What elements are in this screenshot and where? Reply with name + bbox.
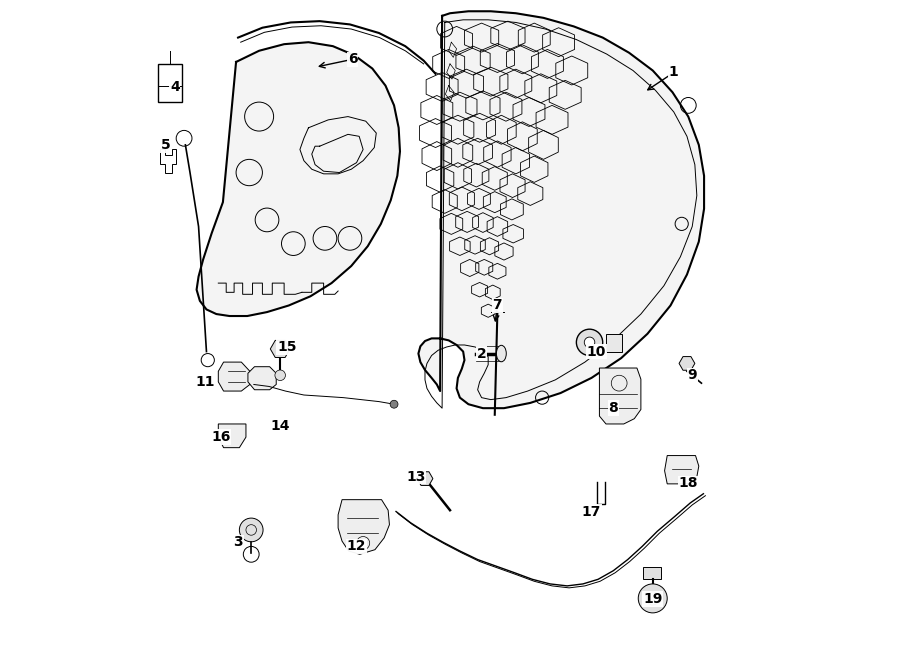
Text: 13: 13 xyxy=(406,469,426,484)
Text: 7: 7 xyxy=(492,299,502,313)
Polygon shape xyxy=(219,424,246,447)
Circle shape xyxy=(274,370,285,381)
Text: 11: 11 xyxy=(195,375,215,389)
Text: 18: 18 xyxy=(679,476,698,490)
Polygon shape xyxy=(664,455,698,484)
Text: 16: 16 xyxy=(212,430,230,444)
Circle shape xyxy=(239,518,263,542)
Polygon shape xyxy=(417,472,433,485)
Text: 1: 1 xyxy=(669,65,679,79)
Text: 15: 15 xyxy=(277,340,296,354)
Polygon shape xyxy=(418,11,704,408)
Bar xyxy=(606,334,623,352)
Polygon shape xyxy=(196,42,400,316)
Text: 6: 6 xyxy=(347,52,357,66)
Polygon shape xyxy=(248,367,276,390)
Ellipse shape xyxy=(497,345,507,362)
Polygon shape xyxy=(270,340,290,358)
Bar xyxy=(158,64,182,102)
Text: 5: 5 xyxy=(161,138,170,152)
Text: 19: 19 xyxy=(643,592,662,606)
Circle shape xyxy=(576,329,603,356)
Text: 8: 8 xyxy=(608,401,618,415)
Polygon shape xyxy=(338,500,390,555)
Polygon shape xyxy=(680,356,695,370)
Circle shape xyxy=(584,337,595,348)
Bar xyxy=(643,566,662,578)
Text: 10: 10 xyxy=(587,344,606,358)
Polygon shape xyxy=(219,362,250,391)
Text: 2: 2 xyxy=(477,346,487,360)
Text: 3: 3 xyxy=(233,535,243,549)
Text: 4: 4 xyxy=(170,80,180,94)
Text: 12: 12 xyxy=(346,539,366,553)
Polygon shape xyxy=(599,368,641,424)
Circle shape xyxy=(638,584,667,613)
Text: 17: 17 xyxy=(581,504,601,518)
Circle shape xyxy=(390,401,398,408)
Text: 14: 14 xyxy=(270,419,290,433)
Text: 9: 9 xyxy=(688,368,697,382)
